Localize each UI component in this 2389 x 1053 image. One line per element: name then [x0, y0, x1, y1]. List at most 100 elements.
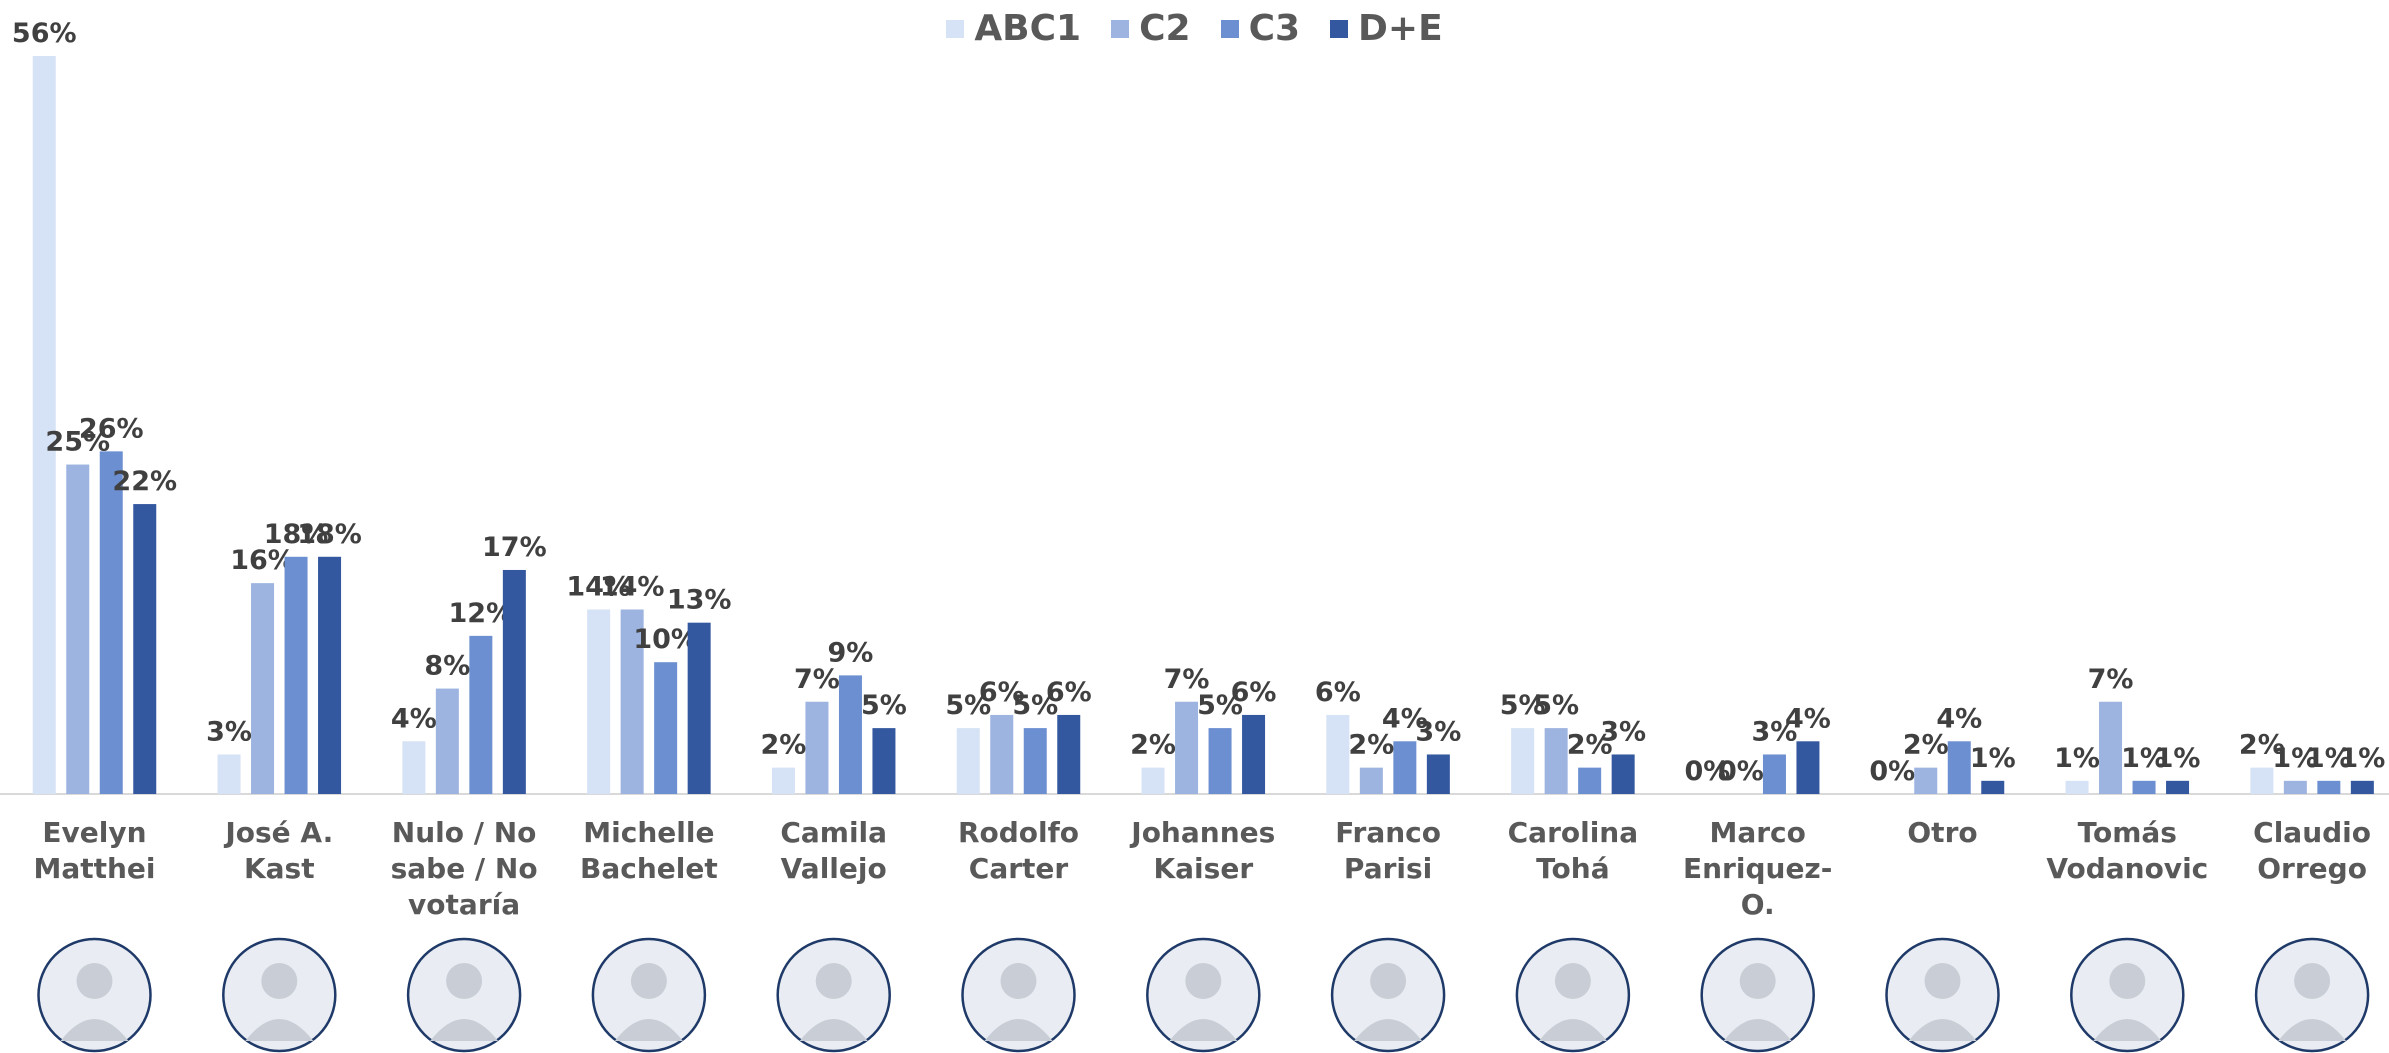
category-label: Carolina Tohá [1507, 816, 1639, 885]
value-label: 0% [1869, 756, 1915, 787]
bar [2099, 701, 2123, 794]
value-label: 5% [1197, 690, 1243, 721]
legend-item: D+E [1330, 8, 1443, 49]
avatar-body [430, 1019, 499, 1041]
bar [402, 741, 426, 794]
bar [654, 662, 678, 794]
avatar-body [799, 1019, 868, 1041]
legend-item: ABC1 [946, 8, 1081, 49]
bar [1359, 767, 1383, 794]
value-label: 14% [600, 572, 665, 603]
avatar-head [1739, 963, 1776, 999]
bar [771, 767, 795, 794]
value-label: 5% [1012, 690, 1058, 721]
value-label: 12% [449, 598, 514, 629]
value-label: 4% [1785, 703, 1831, 734]
avatar-head [76, 963, 113, 999]
value-label: 25% [45, 427, 110, 458]
bar [1578, 767, 1602, 794]
value-label: 1% [2121, 743, 2167, 774]
bar [1326, 714, 1350, 794]
bar [872, 728, 896, 794]
avatar-head [815, 963, 852, 999]
avatar-body [60, 1019, 129, 1041]
avatar-head [446, 963, 483, 999]
bar [1426, 754, 1450, 794]
category-label: Franco Parisi [1335, 816, 1441, 885]
bar [502, 569, 526, 794]
bar [318, 556, 342, 794]
avatar-body [984, 1019, 1053, 1041]
bar [2065, 780, 2089, 794]
value-label: 2% [761, 730, 807, 761]
legend: ABC1 C2 C3 D+E [0, 8, 2389, 49]
value-label: 7% [2088, 664, 2134, 695]
value-label: 5% [861, 690, 907, 721]
bar [956, 728, 980, 794]
value-label: 5% [1500, 690, 1546, 721]
category-label: Nulo / No sabe / No votaría [390, 816, 538, 921]
value-label: 3% [1752, 716, 1798, 747]
value-label: 2% [2239, 730, 2285, 761]
value-label: 1% [1970, 743, 2016, 774]
value-label: 1% [2155, 743, 2201, 774]
bar [66, 464, 90, 794]
bar [805, 701, 829, 794]
value-label: 16% [230, 545, 295, 576]
legend-swatch [946, 19, 965, 38]
value-label: 22% [112, 466, 177, 497]
avatar-body [245, 1019, 314, 1041]
bar [2132, 780, 2156, 794]
bar [2317, 780, 2341, 794]
value-label: 9% [828, 637, 874, 668]
value-label: 6% [979, 677, 1025, 708]
value-label: 1% [2339, 743, 2385, 774]
category-label: Rodolfo Carter [957, 816, 1080, 885]
value-label: 4% [1382, 703, 1428, 734]
value-label: 7% [1164, 664, 1210, 695]
avatar-head [2109, 963, 2146, 999]
avatar-body [1354, 1019, 1423, 1041]
bar [1981, 780, 2005, 794]
bar [620, 609, 644, 794]
value-label: 2% [1130, 730, 1176, 761]
bar [1175, 701, 1199, 794]
value-label: 13% [667, 585, 732, 616]
category-label: Evelyn Matthei [33, 816, 156, 885]
value-label: 0% [1685, 756, 1731, 787]
category-label: Camila Vallejo [780, 816, 888, 885]
bar [217, 754, 241, 794]
bar [1023, 728, 1047, 794]
bar [32, 56, 56, 794]
value-label: 3% [206, 716, 252, 747]
legend-swatch [1111, 19, 1130, 38]
legend-item: C3 [1220, 8, 1300, 49]
value-label: 56% [12, 18, 77, 49]
bar [2250, 767, 2274, 794]
bar [1947, 741, 1971, 794]
bar [1208, 728, 1232, 794]
value-label: 8% [424, 651, 470, 682]
bar [2283, 780, 2307, 794]
value-label: 4% [391, 703, 437, 734]
value-label: 26% [79, 413, 144, 444]
value-label: 18% [264, 519, 329, 550]
category-label: Marco Enriquez-O. [1683, 816, 1833, 921]
avatar-head [1924, 963, 1961, 999]
bar [469, 635, 493, 794]
bar [990, 714, 1014, 794]
bar [251, 583, 275, 794]
bar [1242, 714, 1266, 794]
value-label: 4% [1936, 703, 1982, 734]
bar [587, 609, 611, 794]
bar [1141, 767, 1165, 794]
bar [435, 688, 459, 794]
bar [1511, 728, 1535, 794]
avatar-head [630, 963, 667, 999]
value-label: 6% [1231, 677, 1277, 708]
category-label: Claudio Orrego [2253, 816, 2372, 885]
category-label: José A. Kast [225, 816, 334, 885]
legend-swatch [1330, 19, 1349, 38]
